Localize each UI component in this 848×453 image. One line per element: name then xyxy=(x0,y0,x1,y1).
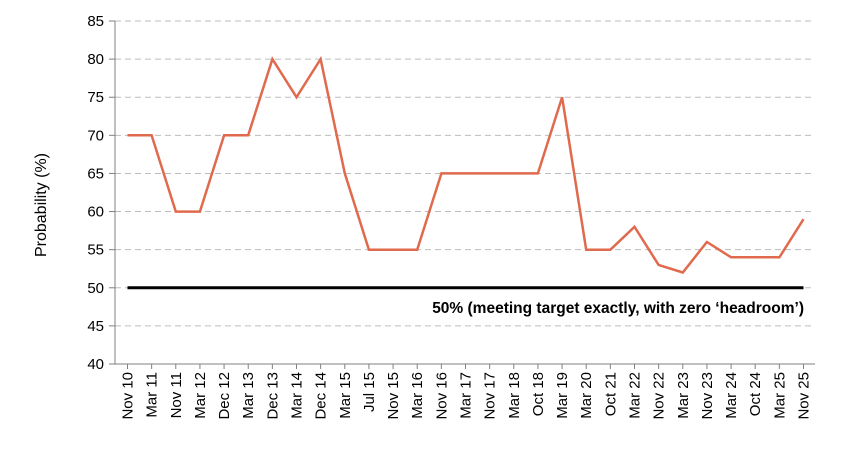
series-line xyxy=(127,55,805,274)
x-tick-label: Dec 12 xyxy=(216,372,233,420)
x-tick-labels: Nov 10 Mar 11 Nov 11 Mar 12 Dec 12 Mar 13 Dec … xyxy=(120,364,813,420)
x-tick-label: Nov 10 xyxy=(120,372,137,420)
x-tick-label: Oct 21 xyxy=(602,372,619,416)
x-tick-label: Dec 13 xyxy=(264,372,281,420)
x-tick-label: Mar 25 xyxy=(771,372,788,419)
x-tick-label: Mar 14 xyxy=(289,372,306,419)
y-tick-label: 45 xyxy=(87,318,104,335)
x-tick-label: Nov 17 xyxy=(482,372,499,420)
x-tick-label: Mar 19 xyxy=(554,372,571,419)
x-tick-label: Mar 23 xyxy=(675,372,692,419)
y-tick-label: 85 xyxy=(87,13,104,30)
y-axis-title: Probability (%) xyxy=(33,153,50,257)
x-tick-label: Nov 25 xyxy=(796,372,813,420)
x-tick-label: Mar 13 xyxy=(240,372,257,419)
y-tick-label: 80 xyxy=(87,51,104,68)
x-tick-label: Nov 23 xyxy=(699,372,716,420)
y-tick-label: 70 xyxy=(87,127,104,144)
x-tick-label: Oct 24 xyxy=(747,372,764,416)
x-tick-label: Mar 18 xyxy=(506,372,523,419)
y-tick-label: 55 xyxy=(87,242,104,259)
y-tick-label: 40 xyxy=(87,356,104,373)
x-tick-label: Mar 22 xyxy=(627,372,644,419)
y-tick-label: 65 xyxy=(87,165,104,182)
x-tick-label: Mar 17 xyxy=(458,372,475,419)
x-tick-label: Mar 15 xyxy=(337,372,354,419)
x-tick-label: Nov 11 xyxy=(168,372,185,418)
x-tick-label: Nov 16 xyxy=(433,372,450,420)
x-tick-label: Oct 18 xyxy=(530,372,547,416)
y-tick-label: 60 xyxy=(87,204,104,221)
series-group xyxy=(127,55,805,274)
y-tick-label: 75 xyxy=(87,89,104,106)
x-tick-label: Mar 12 xyxy=(192,372,209,419)
x-tick-label: Mar 20 xyxy=(578,372,595,419)
x-tick-label: Dec 14 xyxy=(313,372,330,420)
x-tick-label: Mar 24 xyxy=(723,372,740,419)
x-tick-label: Mar 11 xyxy=(144,372,161,418)
y-tick-label: 50 xyxy=(87,280,104,297)
x-tick-label: Nov 15 xyxy=(385,372,402,420)
x-tick-label: Nov 22 xyxy=(651,372,668,420)
y-tick-labels: 40 45 50 55 60 65 70 75 80 85 xyxy=(87,13,115,373)
reference-line-label: 50% (meeting target exactly, with zero ‘… xyxy=(432,300,804,317)
x-tick-label: Mar 16 xyxy=(409,372,426,419)
x-tick-label: Jul 15 xyxy=(361,372,378,412)
